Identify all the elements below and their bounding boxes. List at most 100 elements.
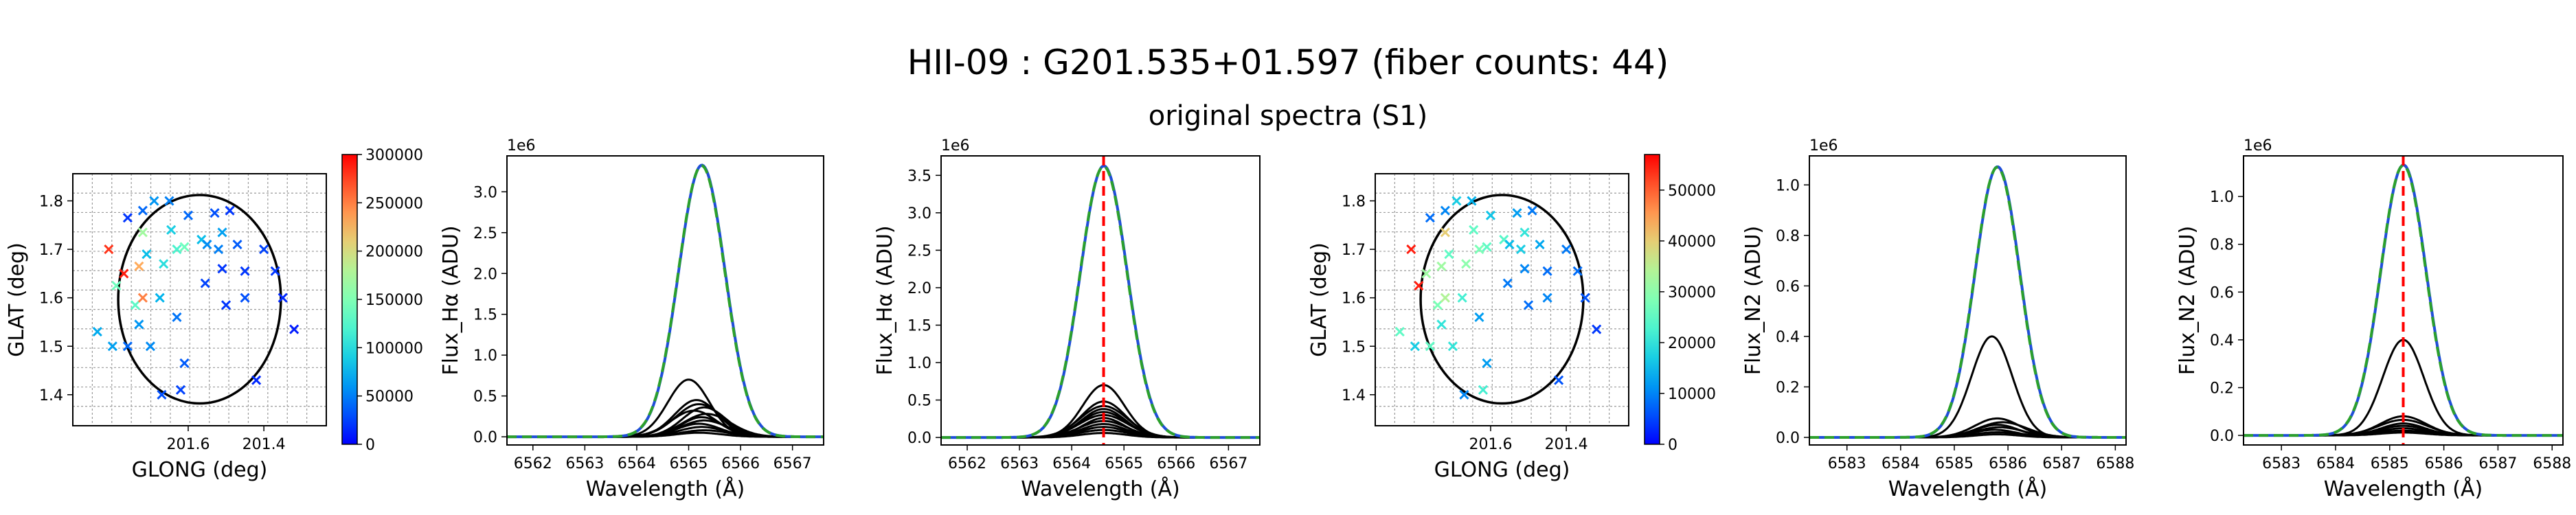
fiber-marker	[225, 205, 235, 216]
panel-6: 1e6 6583 6584 6585 6586 6587 6588 0.0 0.2 0.4 0.6 0…	[2176, 137, 2571, 501]
colorbar-tick-label: 0	[1668, 437, 1677, 454]
y-tick-label: 1.5	[1342, 339, 1366, 356]
x-tick-label: 6585	[2371, 455, 2409, 472]
fiber-marker	[164, 196, 174, 206]
x-tick-label: 6588	[2533, 455, 2571, 472]
x-tick-label: 6566	[1157, 455, 1195, 472]
x-tick-label: 6563	[1000, 455, 1039, 472]
y-tick-label: 0.5	[907, 393, 931, 410]
y-axis-label: Flux_N2 (ADU)	[1741, 226, 1765, 375]
fiber-marker	[130, 300, 140, 310]
fiber-marker	[179, 358, 190, 369]
axes-frame	[1809, 155, 2127, 446]
offset-text: 1e6	[2244, 137, 2272, 154]
y-tick-label: 1.7	[1342, 242, 1366, 259]
fiber-marker	[1580, 293, 1590, 303]
x-tick-label: 201.4	[1545, 436, 1588, 453]
fiber-marker	[1425, 341, 1435, 352]
fiber-marker	[145, 341, 155, 352]
y-tick-label: 1.0	[473, 347, 497, 365]
x-axis-label: Wavelength (Å)	[1021, 477, 1179, 501]
fiber-marker	[1469, 225, 1479, 235]
y-tick-label: 1.5	[39, 339, 63, 356]
fiber-marker	[1421, 268, 1432, 279]
fiber-marker	[1425, 213, 1435, 223]
fiber-marker	[1482, 358, 1492, 369]
y-tick-label: 0.0	[2210, 428, 2234, 445]
grid	[1375, 174, 1629, 426]
figure-title: HII-09 : G201.535+01.597 (fiber counts: …	[907, 43, 1669, 82]
panel-1: 0 50000 100000 150000 200000 250000 300000 201.…	[5, 147, 423, 482]
fit-spectrum	[941, 165, 1260, 439]
x-tick-label: 6585	[1935, 455, 1974, 472]
y-tick-label: 2.0	[907, 280, 931, 297]
fiber-marker	[1482, 242, 1492, 252]
fiber-marker	[175, 385, 186, 395]
fiber-marker	[1461, 259, 1471, 269]
x-tick-label: 201.4	[242, 436, 286, 453]
panel-2: 1e6 6562 6563 6564 6565 6566 6567 0.0 0.5 1.0 1.5 2…	[439, 137, 824, 501]
y-tick-label: 0.6	[1776, 278, 1800, 295]
fiber-marker	[210, 208, 220, 218]
fiber-marker	[202, 239, 212, 250]
x-axis-label: GLONG (deg)	[1434, 458, 1570, 482]
x-tick-label: 6583	[1828, 455, 1866, 472]
sum-spectrum-blue	[941, 164, 1260, 439]
y-tick-label: 1.6	[39, 290, 63, 308]
sum-spectrum-blue	[1809, 165, 2126, 439]
x-tick-label: 6566	[721, 455, 760, 472]
fiber-marker	[251, 375, 262, 385]
fiber-marker	[155, 293, 165, 303]
fiber-marker	[1436, 319, 1447, 330]
colorbar-tick-label: 150000	[365, 292, 423, 309]
fit-spectrum	[2244, 163, 2563, 437]
fiber-marker	[232, 239, 242, 250]
fiber-marker	[1440, 227, 1450, 238]
fiber-marker	[221, 300, 231, 310]
y-tick-label: 2.0	[473, 266, 497, 283]
fiber-marker	[159, 259, 169, 269]
y-tick-label: 0.8	[2210, 237, 2234, 254]
fiber-marker	[1451, 196, 1462, 206]
x-tick-label: 6586	[1989, 455, 2027, 472]
fiber-marker	[1554, 375, 1564, 385]
colorbar-tick-label: 50000	[365, 389, 414, 406]
fiber-marker	[1406, 244, 1416, 255]
fiber-marker	[217, 227, 227, 238]
fiber-marker	[1561, 244, 1572, 255]
panel-3: 1e6 6562 6563 6564 6565 6566 6567 0.0 0.5 1.0 1.5 2…	[873, 137, 1261, 501]
y-tick-label: 2.5	[473, 225, 497, 242]
x-tick-label: 6564	[1052, 455, 1091, 472]
y-tick-label: 1.0	[907, 355, 931, 372]
fiber-marker	[137, 227, 148, 238]
colorbar-tick-label: 30000	[1668, 284, 1716, 301]
fiber-marker	[278, 293, 288, 303]
fiber-marker	[1512, 208, 1522, 218]
component-spectra	[1809, 335, 2126, 439]
y-tick-label: 1.5	[907, 317, 931, 334]
fiber-marker	[1572, 266, 1583, 276]
colorbar-tick-label: 20000	[1668, 335, 1716, 352]
fiber-marker	[137, 205, 148, 216]
x-axis-label: Wavelength (Å)	[586, 477, 745, 501]
y-axis-label: Flux_Hα (ADU)	[873, 225, 897, 375]
fiber-marker	[183, 210, 194, 220]
fiber-marker	[1502, 278, 1513, 288]
fiber-marker	[179, 242, 190, 252]
y-tick-label: 2.5	[907, 242, 931, 260]
y-axis-label: GLAT (deg)	[1307, 242, 1331, 357]
x-tick-label: 6562	[948, 455, 986, 472]
x-tick-label: 6567	[773, 455, 812, 472]
fiber-marker	[217, 264, 227, 274]
y-tick-label: 3.5	[907, 168, 931, 185]
y-axis-label: Flux_Hα (ADU)	[439, 225, 463, 375]
fiber-marker	[1474, 312, 1484, 322]
fiber-marker	[134, 319, 144, 330]
x-tick-label: 6563	[565, 455, 604, 472]
fiber-marker	[1519, 264, 1530, 274]
sum-spectrum-orange	[1809, 166, 2126, 439]
fiber-marker	[1432, 300, 1443, 310]
x-tick-label: 6564	[618, 455, 656, 472]
fiber-marker	[1527, 205, 1537, 216]
